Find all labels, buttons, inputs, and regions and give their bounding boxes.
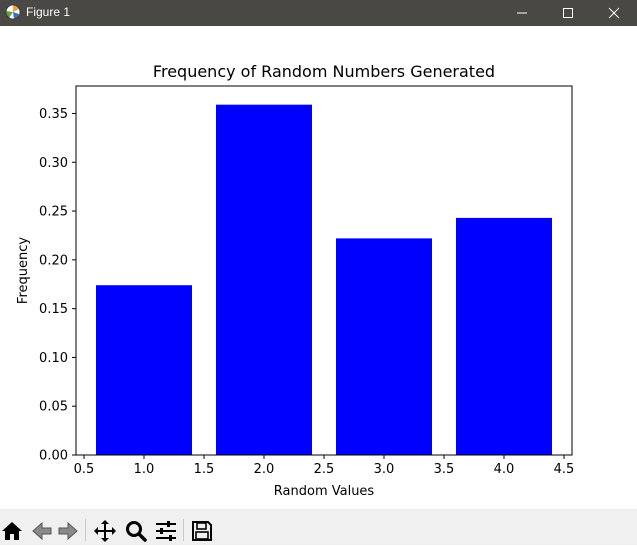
matplotlib-app-icon: [5, 4, 21, 20]
x-tick-label: 2.0: [254, 462, 275, 477]
bar: [336, 238, 432, 455]
y-tick-label: 0.35: [39, 107, 68, 122]
x-tick-label: 1.5: [194, 462, 215, 477]
x-axis-label: Random Values: [274, 484, 375, 499]
configure-subplots-icon: [156, 521, 176, 541]
pan-move-icon: [94, 520, 116, 542]
x-tick-label: 4.0: [494, 462, 515, 477]
bar: [456, 217, 552, 455]
toolbar-separator: [183, 519, 184, 541]
window-title: Figure 1: [26, 5, 71, 19]
pan-button[interactable]: [93, 519, 117, 543]
toolbar-separator: [85, 519, 86, 541]
back-button[interactable]: [30, 519, 54, 543]
save-button[interactable]: [190, 519, 214, 543]
forward-arrow-icon: [58, 521, 78, 541]
y-axis-label: Frequency: [16, 237, 31, 304]
zoom-button[interactable]: [124, 519, 148, 543]
y-tick-label: 0.15: [39, 302, 68, 317]
y-tick-label: 0.10: [39, 351, 68, 366]
back-arrow-icon: [32, 521, 52, 541]
home-icon: [2, 522, 22, 540]
zoom-magnifier-icon: [126, 521, 147, 542]
y-tick-label: 0.00: [39, 449, 68, 464]
bar: [96, 285, 192, 455]
y-tick-label: 0.30: [39, 156, 68, 171]
close-button[interactable]: [591, 0, 637, 26]
save-floppy-icon: [192, 521, 212, 541]
y-tick-label: 0.25: [39, 205, 68, 220]
forward-button[interactable]: [56, 519, 80, 543]
window-titlebar: Figure 1: [0, 0, 637, 26]
x-tick-label: 4.5: [554, 462, 575, 477]
close-icon: [608, 7, 620, 19]
navigation-toolbar: [0, 509, 637, 545]
home-button[interactable]: [0, 519, 24, 543]
y-tick-label: 0.05: [39, 400, 68, 415]
minimize-button[interactable]: [499, 0, 545, 26]
y-tick-label: 0.20: [39, 253, 68, 268]
minimize-icon: [517, 12, 527, 14]
x-tick-label: 3.0: [374, 462, 395, 477]
x-tick-label: 0.5: [74, 462, 95, 477]
x-tick-label: 2.5: [314, 462, 335, 477]
maximize-button[interactable]: [545, 0, 591, 26]
chart-title: Frequency of Random Numbers Generated: [153, 62, 495, 81]
x-tick-label: 3.5: [434, 462, 455, 477]
maximize-icon: [563, 8, 573, 18]
configure-subplots-button[interactable]: [154, 519, 178, 543]
figure-canvas: 0.5 1.0 1.5 2.0 2.5 3.0 3.5 4.0 4.5 0.00 0.05 0.10 0…: [16, 62, 575, 499]
x-tick-label: 1.0: [134, 462, 155, 477]
bar: [216, 104, 312, 455]
